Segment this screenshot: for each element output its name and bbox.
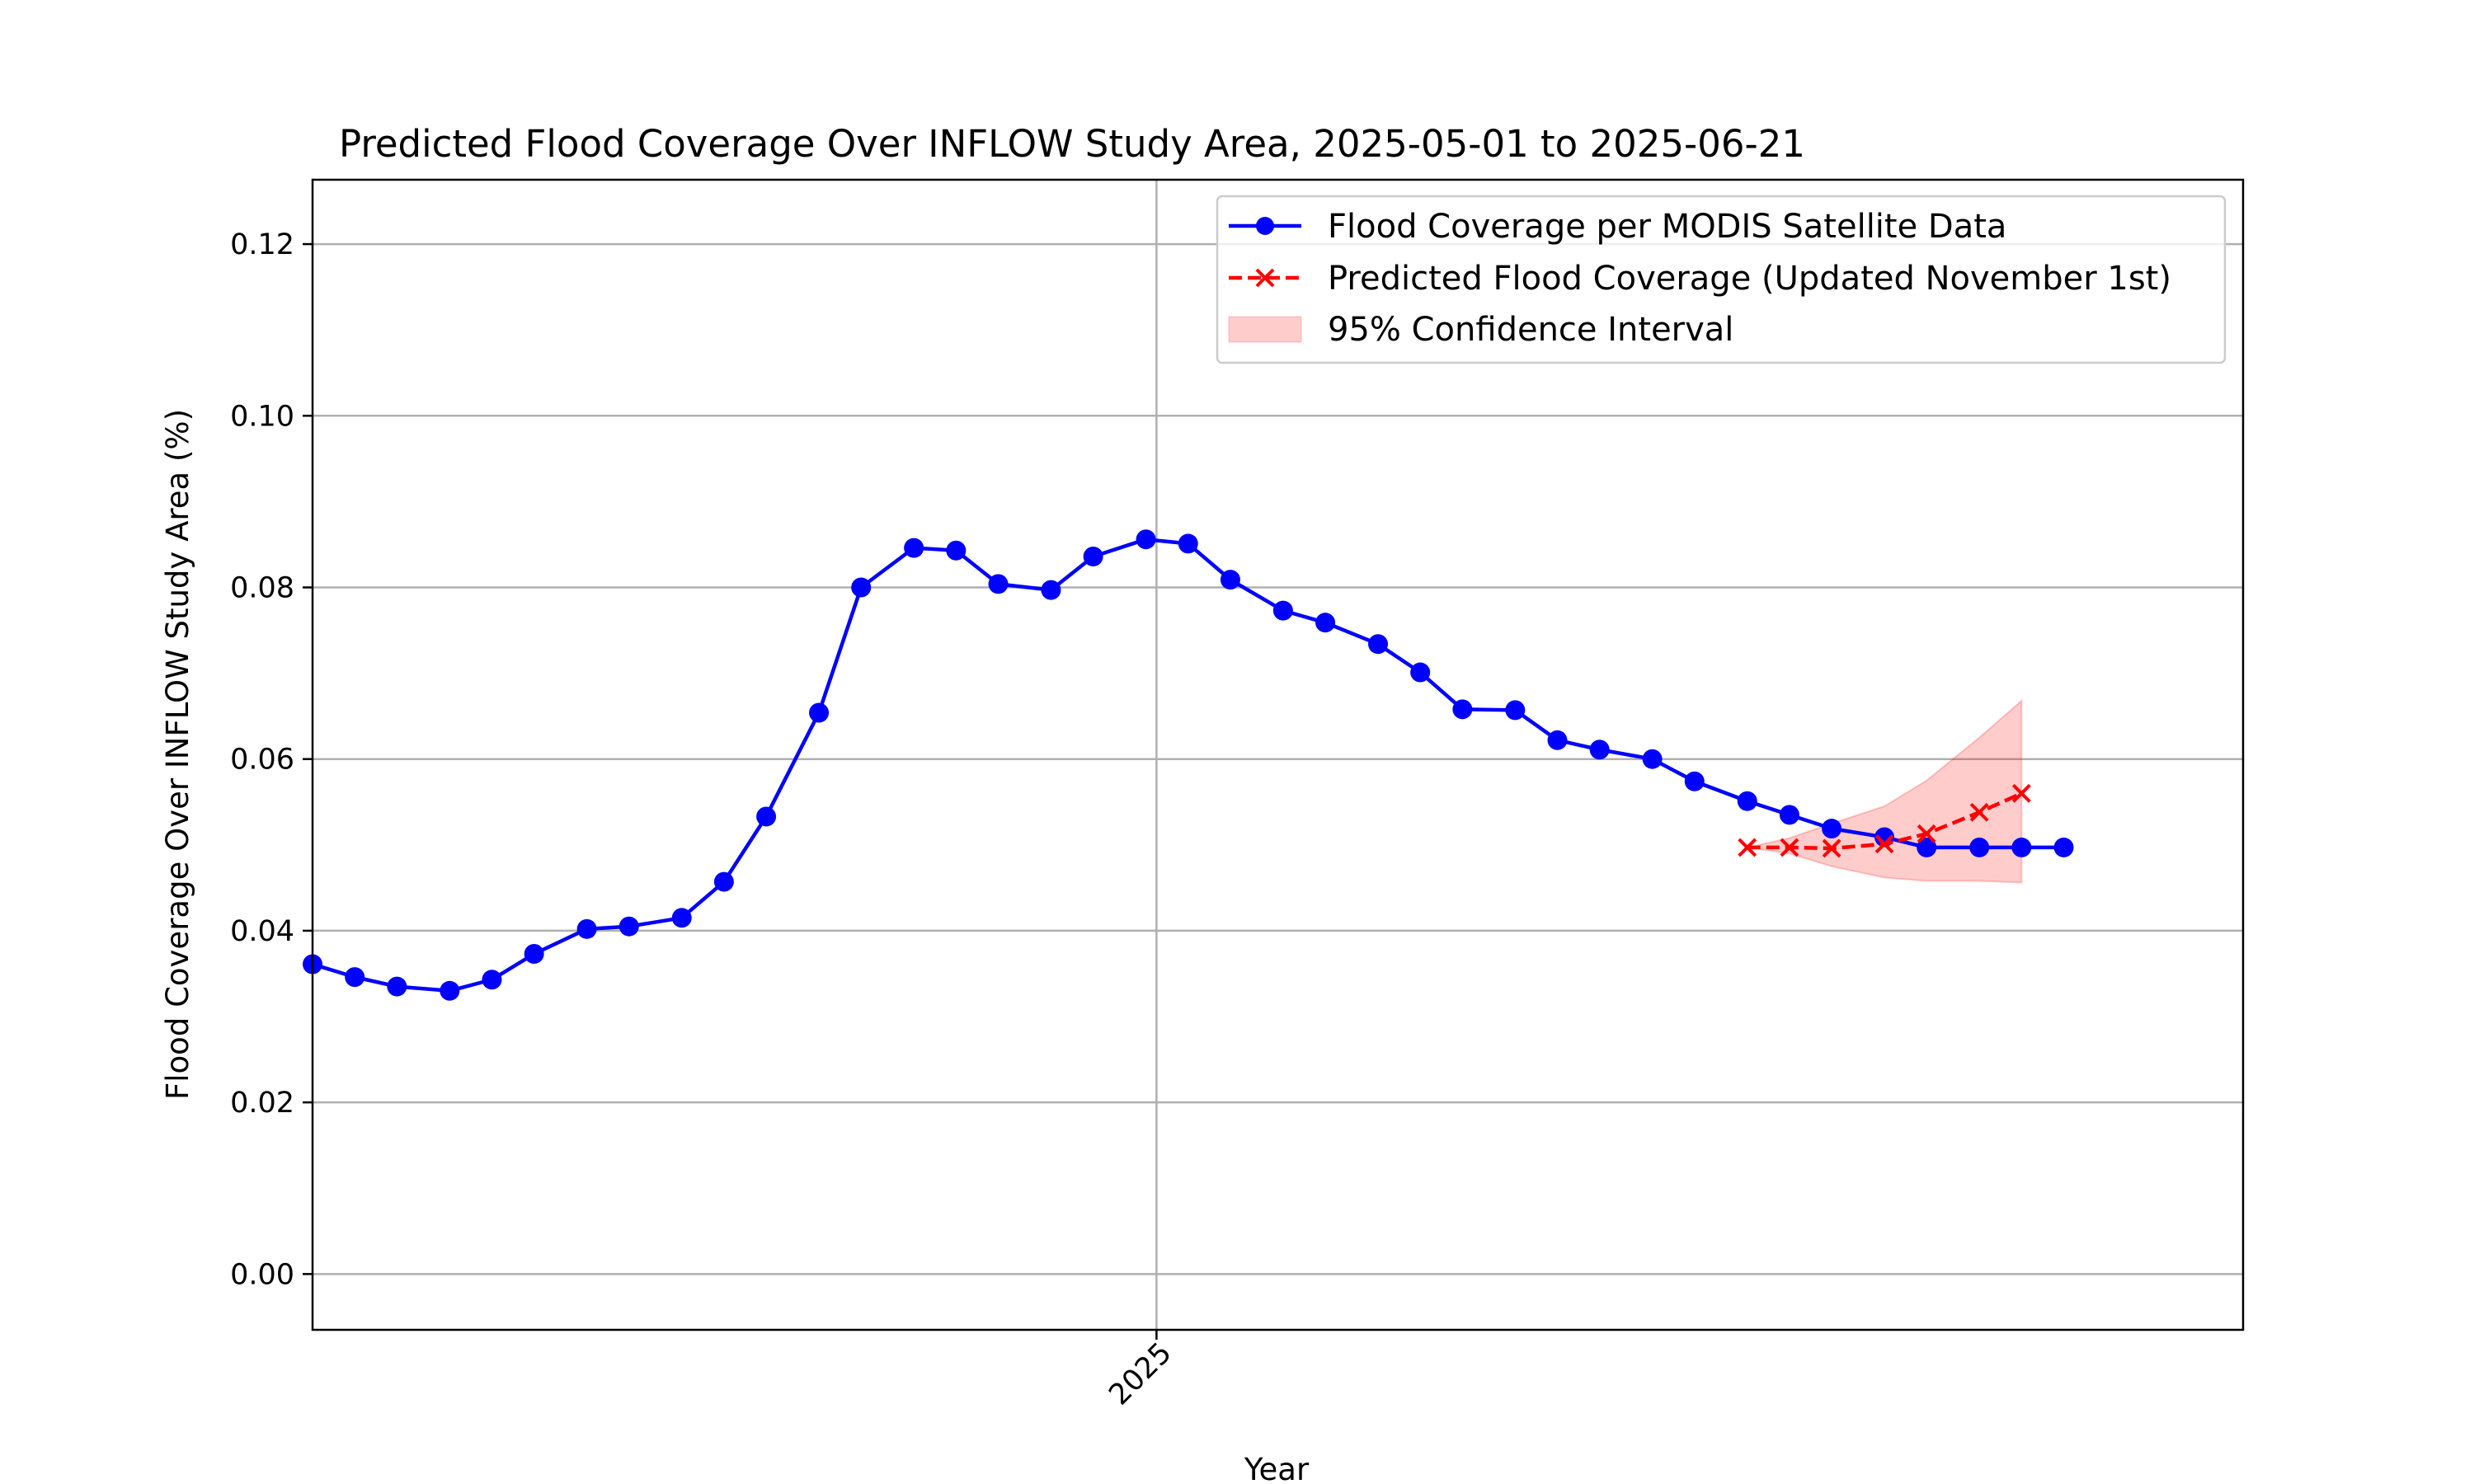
y-tick-label: 0.12 [230, 228, 294, 261]
legend-label-ci: 95% Confidence Interval [1328, 311, 1733, 349]
data-point [1315, 613, 1336, 633]
y-tick-label: 0.00 [230, 1258, 294, 1291]
data-point [713, 871, 734, 892]
data-point [988, 574, 1009, 594]
data-point [482, 970, 502, 990]
legend-label-predicted: Predicted Flood Coverage (Updated Novemb… [1328, 260, 2171, 298]
data-point [1083, 547, 1103, 567]
data-point [671, 908, 692, 928]
y-tick-label: 0.06 [230, 744, 294, 777]
plot-frame [311, 178, 2245, 1331]
y-tick-label: 0.02 [230, 1087, 294, 1120]
data-point [1547, 730, 1568, 750]
predicted-point [1874, 834, 1894, 854]
legend-marker-observed [1256, 217, 1274, 235]
data-point [1917, 837, 1937, 857]
data-point [1642, 749, 1663, 769]
data-point [1969, 837, 1990, 857]
predicted-point [1917, 824, 1936, 843]
data-point [1779, 805, 1799, 825]
data-point [1452, 699, 1473, 720]
data-point [1041, 580, 1061, 600]
predicted-point [1780, 838, 1799, 857]
data-point [904, 538, 924, 558]
data-point [1220, 570, 1240, 590]
data-point [387, 976, 407, 997]
legend-marker-predicted [1255, 268, 1275, 288]
data-point [1684, 771, 1705, 791]
predicted-point [1738, 838, 1757, 857]
data-point [2053, 837, 2074, 857]
data-point [1178, 533, 1198, 554]
data-point [576, 918, 597, 939]
data-point [345, 967, 365, 988]
data-point [524, 944, 544, 965]
data-point [2011, 837, 2032, 857]
legend-box [1216, 195, 2227, 364]
legend: Flood Coverage per MODIS Satellite Data … [1216, 195, 2227, 364]
y-tick-label: 0.08 [230, 571, 294, 604]
predicted-point [2011, 783, 2031, 803]
data-point [1136, 529, 1156, 550]
data-point [946, 540, 967, 561]
y-tick-label: 0.04 [230, 915, 294, 948]
data-point [1410, 662, 1431, 683]
data-point [440, 980, 460, 1001]
chart-title: Predicted Flood Coverage Over INFLOW Stu… [339, 122, 1805, 166]
data-point [1272, 600, 1293, 621]
data-point [618, 916, 639, 937]
y-axis-label: Flood Coverage Over INFLOW Study Area (%… [160, 409, 195, 1100]
legend-label-observed: Flood Coverage per MODIS Satellite Data [1328, 208, 2006, 246]
data-point [1368, 634, 1389, 655]
x-axis-label: Year [1244, 1452, 1310, 1484]
data-point [1589, 740, 1610, 760]
y-axis-ticks: 0.00 0.02 0.04 0.06 0.08 0.10 0.12 [230, 228, 313, 1291]
data-point [809, 702, 830, 723]
data-point [1822, 819, 1842, 839]
predicted-point [1969, 802, 1989, 822]
data-point [1737, 791, 1757, 811]
y-tick-label: 0.10 [230, 400, 294, 433]
data-point [851, 577, 872, 598]
data-point [1505, 700, 1526, 721]
legend-swatch-ci [1228, 316, 1302, 343]
data-point [756, 806, 777, 827]
predicted-point [1822, 838, 1841, 858]
